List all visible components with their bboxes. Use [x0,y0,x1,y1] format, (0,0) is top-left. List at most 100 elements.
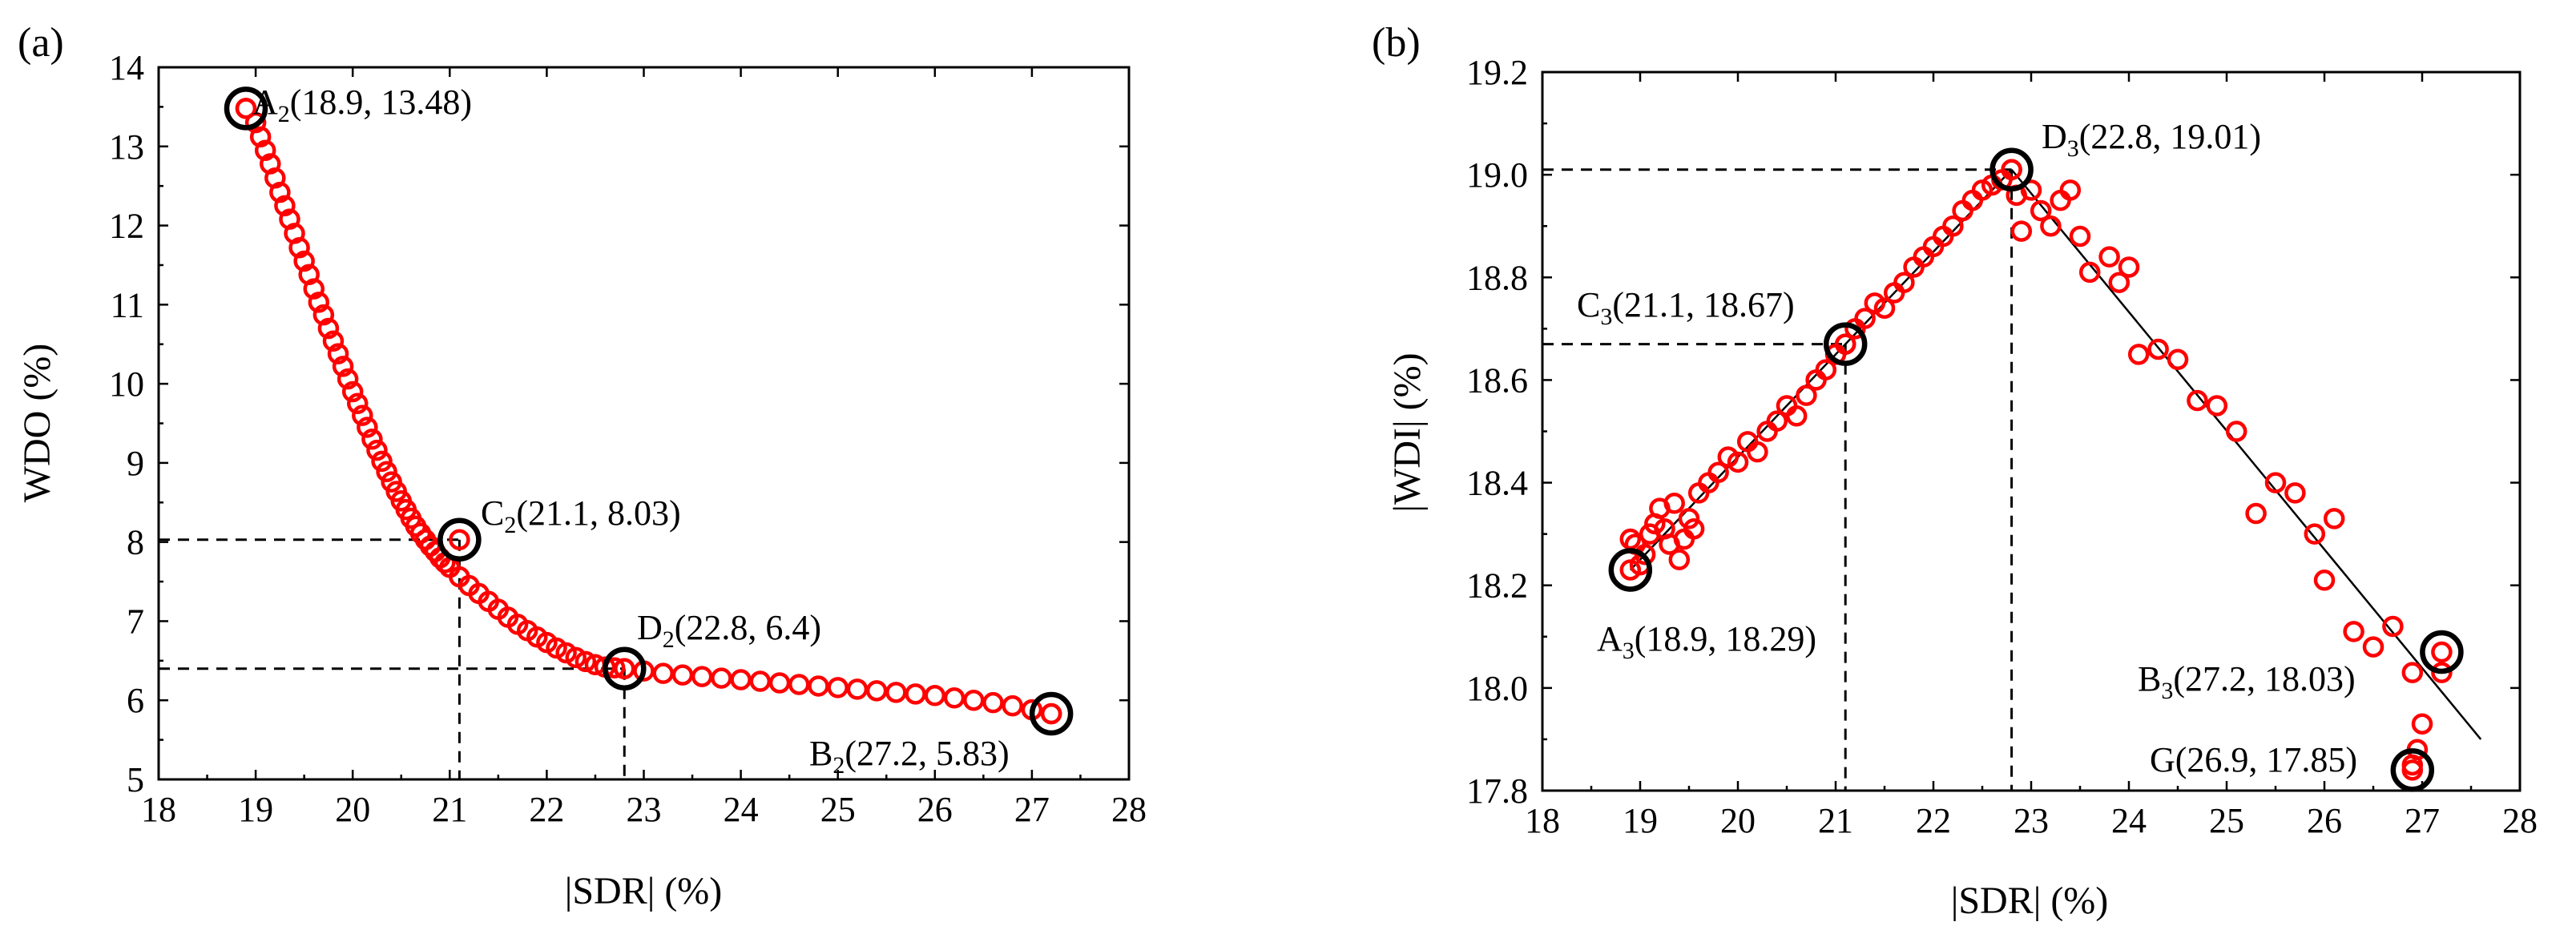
data-point [2401,662,2424,683]
panel-b-label: (b) [1372,20,1421,66]
data-point [2206,395,2228,417]
data-point [357,417,378,438]
annotation-d2: D2(22.8, 6.4) [637,608,821,653]
y-tick-label: 10 [109,364,144,404]
y-tick-label: 7 [127,602,144,641]
annotation-d2-coords: (22.8, 6.4) [675,608,821,647]
y-tick-label: 14 [109,48,144,87]
y-tick-label: 18.8 [1466,258,1528,297]
annotation-c3-subscript: 3 [1600,304,1612,330]
data-point [361,429,383,450]
data-point [1747,441,1768,463]
annotation-g-coords: (26.9, 17.85) [2175,740,2357,779]
data-point [327,343,349,364]
annotation-d3-coords: (22.8, 19.01) [2079,117,2261,156]
data-point [2098,246,2120,268]
data-point [341,380,364,403]
panel-b-x-axis: 18 19 20 21 22 23 24 25 26 27 28 [1525,72,2538,840]
data-point [2187,389,2208,412]
panel-a-highlighted-points [224,87,1074,736]
data-point [2323,508,2345,529]
data-point [652,662,674,684]
annotation-d2-letter: D [637,608,663,647]
x-tick-label: 25 [820,790,856,829]
data-point [376,461,397,483]
data-point [1678,508,1700,529]
y-tick-label: 13 [109,127,144,167]
annotation-b3-coords: (27.2, 18.03) [2173,659,2355,699]
data-point [2108,272,2131,293]
y-tick-label: 19.0 [1466,155,1528,195]
annotation-a2: A2(18.9, 13.48) [252,83,472,127]
data-point [730,669,752,690]
data-point [2010,220,2033,242]
data-point [2343,621,2364,642]
panel-b-y-axis: 17.8 18.0 18.2 18.4 18.6 18.8 19.0 19.2 [1466,53,2520,811]
data-point [691,666,713,687]
annotation-d3: D3(22.8, 19.01) [2042,117,2261,162]
data-point [865,680,888,702]
highlight-ring [1029,691,1074,736]
data-point [337,368,359,390]
data-point [711,667,732,689]
x-tick-label: 27 [1014,790,1050,829]
data-point [808,675,829,697]
highlighted-data-point [2001,159,2022,180]
data-point [371,450,393,473]
data-point [2411,713,2433,735]
data-point [347,393,369,415]
data-point [2020,179,2042,201]
data-point [788,674,810,695]
y-tick-label: 18.4 [1466,464,1528,503]
data-point [2284,482,2306,504]
annotation-a3-coords: (18.9, 18.29) [1635,619,1816,658]
data-point [2127,344,2150,365]
x-tick-label: 26 [2307,801,2342,840]
data-point [1785,405,1808,427]
annotation-b2-letter: B [809,734,832,773]
data-point [1619,528,1642,550]
panel-b-guide-lines [1542,168,2014,791]
y-tick-label: 5 [127,760,144,799]
annotation-b3-letter: B [2138,659,2161,699]
data-point [254,139,276,161]
highlighted-data-point [2401,759,2424,781]
x-tick-label: 25 [2209,801,2244,840]
x-tick-label: 18 [1525,801,1560,840]
data-point [332,356,354,377]
data-point [982,691,1004,714]
data-point [768,672,791,694]
data-point [1727,451,1749,473]
data-point [2382,615,2404,638]
annotation-b2: B2(27.2, 5.83) [809,734,1010,779]
y-tick-label: 17.8 [1466,771,1528,811]
data-point [1766,410,1788,432]
annotation-b2-coords: (27.2, 5.83) [845,734,1009,773]
data-point [2264,472,2287,493]
data-point [249,126,272,148]
y-tick-label: 18.0 [1466,669,1528,708]
annotation-b2-subscript: 2 [832,752,845,779]
x-tick-label: 21 [432,790,467,829]
x-tick-label: 20 [1720,801,1756,840]
data-point [2059,179,2082,201]
annotation-d3-letter: D [2042,117,2067,156]
data-point [1815,359,1837,380]
data-point [312,304,335,326]
annotation-b3: B3(27.2, 18.03) [2138,659,2356,704]
data-point [2069,225,2091,248]
highlighted-data-point [2431,641,2453,663]
highlighted-data-point [449,529,470,550]
highlight-ring [437,517,482,562]
data-point [1663,492,1685,514]
data-point [274,195,296,217]
data-point [1796,384,1817,406]
annotation-d2-subscript: 2 [663,626,675,653]
data-point [962,689,985,711]
annotation-a2-letter: A [252,83,278,122]
data-point [2245,502,2267,525]
data-point [317,317,340,340]
highlight-ring [603,646,647,690]
y-tick-label: 6 [127,681,144,720]
x-tick-label: 19 [238,790,273,829]
